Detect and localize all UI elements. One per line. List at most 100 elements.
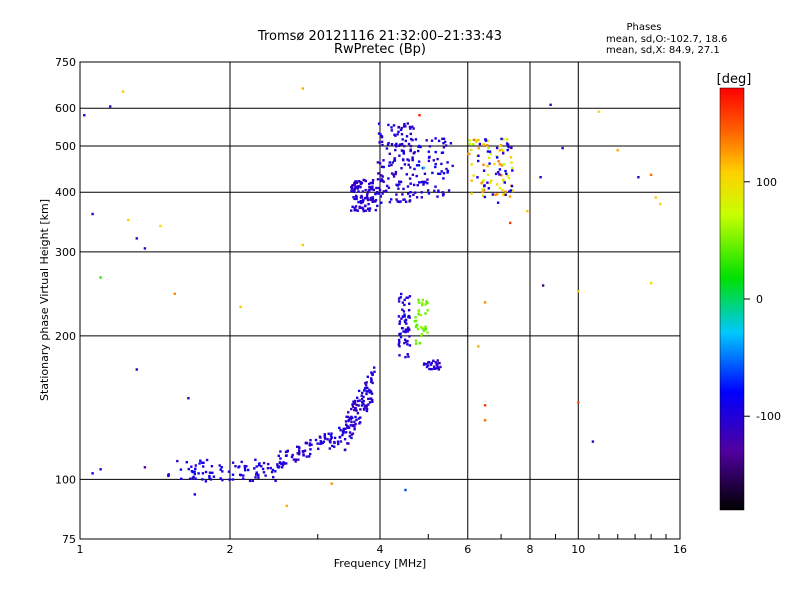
data-point: [365, 195, 369, 198]
data-point: [355, 181, 359, 184]
data-point: [497, 171, 500, 174]
data-point: [506, 174, 509, 177]
data-point: [359, 416, 362, 419]
data-point: [398, 320, 402, 323]
data-point: [99, 276, 102, 279]
data-point: [445, 144, 448, 147]
data-point: [370, 392, 374, 395]
data-point: [409, 182, 412, 185]
stats-x-line: mean, sd,X: 84.9, 27.1: [606, 45, 720, 56]
data-point: [403, 313, 406, 316]
data-point: [304, 441, 308, 444]
data-point: [393, 159, 397, 162]
data-point: [397, 297, 401, 300]
data-point: [278, 461, 282, 465]
y-tick-label: 200: [55, 330, 76, 343]
data-point: [446, 161, 449, 164]
data-point: [368, 388, 371, 392]
data-point: [422, 183, 425, 186]
data-point: [430, 361, 433, 365]
data-point: [342, 430, 345, 433]
data-point: [91, 472, 94, 475]
data-point: [434, 150, 437, 154]
data-point: [369, 397, 372, 400]
data-point: [321, 441, 324, 444]
data-point: [400, 292, 403, 296]
data-point: [541, 284, 545, 287]
data-point: [504, 190, 507, 193]
data-point: [510, 184, 514, 188]
data-point: [368, 391, 372, 394]
data-point: [414, 138, 418, 141]
data-point: [437, 139, 441, 143]
data-point: [366, 375, 369, 378]
data-point: [362, 399, 365, 403]
data-point: [490, 179, 493, 182]
data-point: [253, 467, 256, 470]
data-point: [442, 172, 446, 175]
chart-subtitle: RwPretec (Bp): [334, 42, 426, 57]
data-point: [436, 157, 439, 161]
data-point: [403, 123, 406, 126]
data-point: [355, 403, 358, 407]
data-point: [283, 462, 286, 465]
data-point: [377, 132, 381, 135]
data-point: [426, 331, 429, 334]
data-point: [350, 436, 353, 440]
data-point: [498, 186, 502, 190]
data-point: [654, 196, 657, 199]
data-point: [374, 192, 377, 196]
data-point: [429, 363, 433, 366]
data-point: [353, 206, 356, 210]
data-point: [193, 470, 196, 473]
data-point: [417, 298, 420, 301]
data-point: [244, 469, 247, 472]
data-point: [396, 200, 399, 203]
data-point: [406, 185, 410, 188]
data-point: [375, 186, 378, 190]
data-point: [205, 458, 209, 462]
data-point: [427, 189, 430, 192]
data-point: [345, 415, 348, 418]
data-point: [436, 366, 440, 370]
data-point: [436, 359, 439, 362]
data-point: [374, 200, 377, 203]
data-point: [193, 472, 196, 476]
data-point: [407, 355, 410, 358]
data-point: [360, 404, 364, 407]
data-point: [301, 450, 305, 453]
data-point: [99, 468, 102, 471]
data-point: [414, 316, 417, 319]
data-point: [510, 161, 513, 164]
data-point: [498, 149, 501, 152]
data-point: [357, 389, 361, 393]
data-point: [509, 156, 513, 159]
data-point: [361, 207, 365, 211]
data-point: [353, 183, 356, 187]
data-point: [591, 440, 595, 443]
data-point: [440, 162, 443, 166]
data-point: [442, 146, 446, 149]
data-point: [354, 415, 357, 419]
data-point: [437, 172, 440, 175]
data-point: [185, 461, 188, 464]
data-point: [486, 144, 489, 147]
data-point: [402, 330, 405, 333]
data-point: [412, 183, 416, 187]
data-point: [434, 361, 437, 364]
data-point: [309, 448, 312, 451]
data-point: [417, 312, 420, 316]
data-point: [404, 328, 407, 331]
data-point: [434, 165, 437, 169]
data-point: [401, 142, 404, 146]
data-point: [442, 142, 445, 145]
data-point: [406, 122, 409, 125]
data-point: [392, 173, 395, 176]
data-point: [314, 438, 318, 442]
data-point: [405, 322, 408, 325]
data-point: [328, 439, 332, 442]
data-point: [210, 465, 214, 468]
data-point: [398, 180, 401, 183]
data-point: [414, 339, 418, 342]
